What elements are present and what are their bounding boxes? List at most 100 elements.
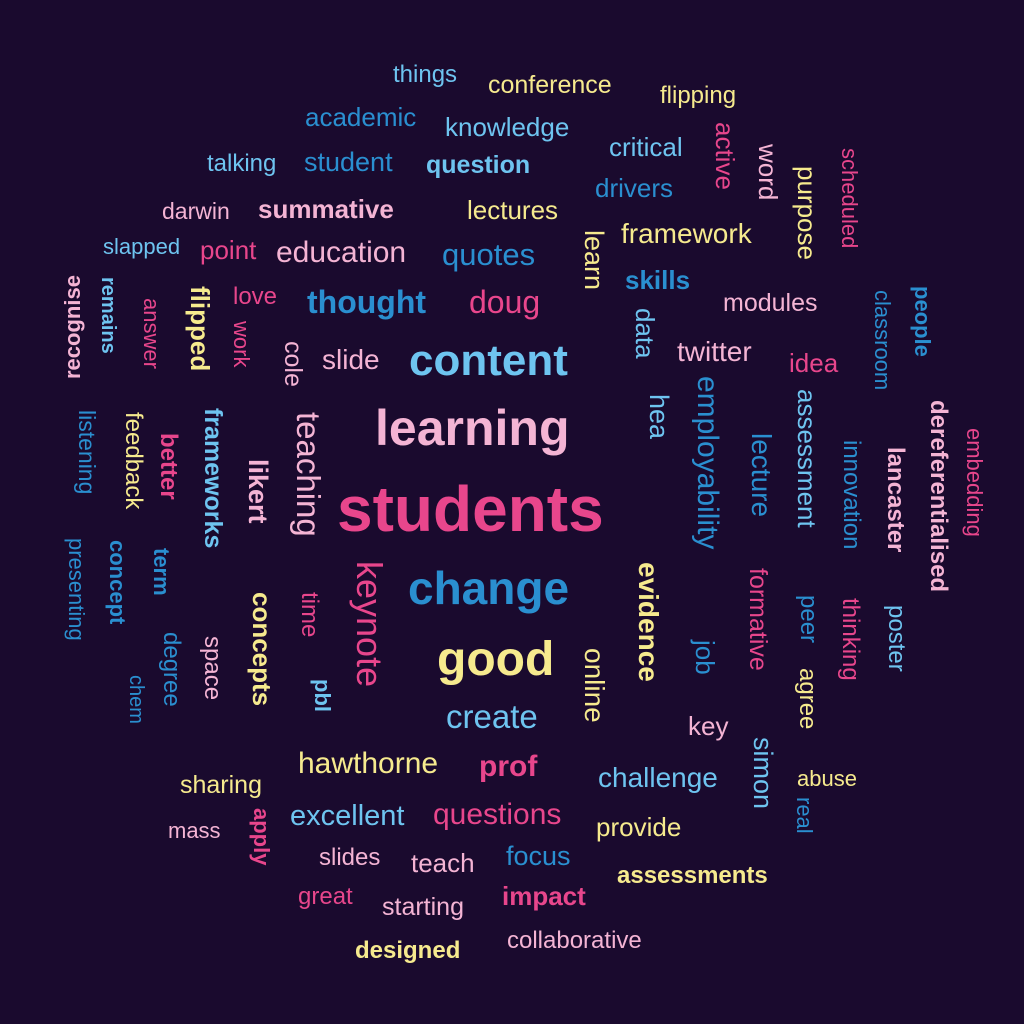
cloud-word-presenting: presenting	[64, 538, 89, 641]
cloud-word-peer: peer	[795, 595, 822, 644]
cloud-word-formative: formative	[744, 568, 772, 671]
cloud-word-content: content	[409, 336, 568, 385]
cloud-word-data: data	[630, 308, 660, 359]
cloud-word-education: education	[276, 236, 407, 269]
cloud-word-prof: prof	[479, 750, 538, 783]
cloud-word-starting: starting	[382, 893, 464, 921]
cloud-word-simon: simon	[748, 737, 778, 810]
cloud-word-feedback: feedback	[120, 412, 147, 510]
cloud-word-thinking: thinking	[837, 598, 864, 681]
cloud-word-darwin: darwin	[162, 198, 230, 224]
cloud-word-chem: chem	[125, 675, 147, 724]
cloud-word-impact: impact	[502, 881, 586, 911]
cloud-word-designed: designed	[355, 937, 461, 964]
cloud-word-provide: provide	[596, 812, 682, 842]
cloud-word-evidence: evidence	[633, 562, 664, 682]
cloud-word-students: students	[337, 473, 604, 545]
cloud-word-lecture: lecture	[746, 433, 777, 518]
cloud-word-lancaster: lancaster	[882, 447, 909, 553]
cloud-word-change: change	[408, 562, 570, 614]
cloud-word-idea: idea	[789, 348, 839, 378]
cloud-word-flipping: flipping	[660, 82, 737, 109]
cloud-word-good: good	[437, 633, 555, 686]
cloud-word-poster: poster	[883, 605, 910, 672]
cloud-word-doug: doug	[469, 284, 541, 320]
cloud-word-answer: answer	[139, 298, 164, 369]
cloud-word-embedding: embedding	[962, 428, 987, 537]
cloud-word-slide: slide	[322, 344, 380, 375]
cloud-word-apply: apply	[249, 808, 274, 866]
cloud-word-word: word	[753, 144, 783, 201]
cloud-word-excellent: excellent	[290, 800, 405, 832]
cloud-word-agree: agree	[794, 668, 821, 730]
cloud-word-concepts: concepts	[247, 592, 277, 707]
cloud-word-assessment: assessment	[792, 389, 822, 528]
cloud-word-question: question	[426, 151, 531, 179]
cloud-word-framework: framework	[621, 218, 752, 249]
cloud-word-teaching: teaching	[290, 412, 327, 537]
cloud-word-innovation: innovation	[838, 440, 865, 550]
cloud-word-concept: concept	[105, 540, 130, 625]
cloud-word-summative: summative	[258, 194, 394, 224]
cloud-word-point: point	[200, 235, 257, 265]
cloud-word-mass: mass	[168, 818, 221, 843]
cloud-word-slapped: slapped	[103, 234, 181, 259]
cloud-word-better: better	[155, 433, 182, 500]
cloud-word-teach: teach	[411, 848, 475, 878]
cloud-word-work: work	[229, 321, 254, 368]
cloud-word-learn: learn	[579, 230, 609, 291]
cloud-word-collaborative: collaborative	[507, 927, 642, 954]
cloud-word-online: online	[579, 648, 610, 723]
cloud-word-thought: thought	[307, 284, 427, 320]
cloud-word-skills: skills	[625, 265, 691, 295]
cloud-word-purpose: purpose	[792, 166, 822, 260]
cloud-word-active: active	[710, 122, 740, 190]
cloud-word-key: key	[688, 711, 729, 741]
cloud-word-recognise: recognise	[60, 275, 85, 379]
cloud-word-keynote: keynote	[349, 561, 390, 688]
cloud-word-likert: likert	[243, 459, 273, 524]
cloud-word-job: job	[690, 640, 720, 675]
cloud-word-questions: questions	[433, 798, 562, 831]
cloud-word-frameworks: frameworks	[199, 408, 227, 549]
cloud-word-love: love	[233, 283, 278, 310]
cloud-word-focus: focus	[506, 841, 571, 871]
cloud-word-time: time	[296, 592, 323, 638]
cloud-word-learning: learning	[375, 400, 570, 456]
cloud-word-pbl: pbl	[310, 679, 335, 712]
cloud-word-twitter: twitter	[677, 336, 752, 367]
cloud-word-flipped: flipped	[185, 286, 215, 372]
cloud-word-challenge: challenge	[598, 762, 718, 793]
cloud-word-employability: employability	[691, 376, 724, 550]
cloud-word-things: things	[393, 61, 458, 88]
cloud-word-sharing: sharing	[180, 771, 262, 799]
cloud-word-lectures: lectures	[467, 195, 559, 225]
cloud-word-degree: degree	[158, 632, 185, 707]
cloud-word-knowledge: knowledge	[445, 112, 570, 142]
cloud-word-space: space	[199, 636, 226, 701]
cloud-word-dereferentialised: dereferentialised	[925, 400, 952, 593]
cloud-word-create: create	[446, 698, 538, 735]
cloud-word-academic: academic	[305, 102, 417, 132]
cloud-word-assessments: assessments	[617, 862, 768, 889]
cloud-word-abuse: abuse	[797, 766, 857, 791]
cloud-word-conference: conference	[488, 71, 612, 99]
cloud-word-slides: slides	[319, 844, 381, 871]
cloud-word-hawthorne: hawthorne	[298, 747, 439, 780]
cloud-word-real: real	[792, 797, 817, 834]
cloud-word-critical: critical	[609, 132, 683, 162]
cloud-word-quotes: quotes	[442, 237, 536, 272]
cloud-word-drivers: drivers	[595, 173, 674, 203]
cloud-word-term: term	[149, 548, 174, 596]
cloud-word-remains: remains	[97, 277, 119, 354]
cloud-word-scheduled: scheduled	[837, 148, 862, 249]
cloud-word-student: student	[304, 147, 393, 177]
cloud-word-cole: cole	[279, 341, 307, 387]
cloud-word-talking: talking	[207, 150, 277, 177]
cloud-word-listening: listening	[74, 410, 100, 495]
cloud-word-great: great	[298, 883, 353, 910]
cloud-word-classroom: classroom	[870, 290, 895, 391]
cloud-word-modules: modules	[723, 289, 818, 317]
cloud-word-hea: hea	[644, 394, 674, 440]
